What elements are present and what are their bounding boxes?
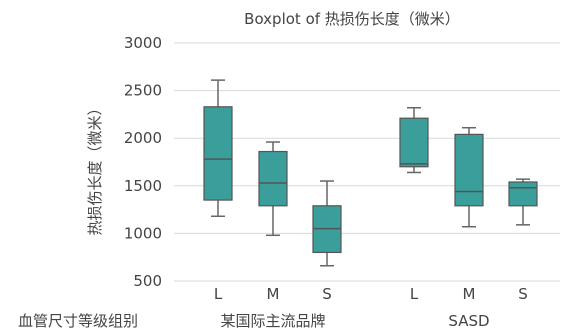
y-tick-label: 3000: [124, 34, 162, 52]
iqr-box: [508, 181, 538, 207]
x-group-label: 某国际主流品牌: [220, 312, 325, 330]
y-tick-label: 2000: [124, 129, 162, 147]
box-某国际主流品牌-M: [258, 141, 288, 237]
x-category-label: S: [518, 285, 528, 303]
box-SASD-L: [399, 106, 429, 174]
gridlines: [174, 42, 560, 282]
iqr-box: [203, 106, 233, 201]
y-tick-label: 2500: [124, 82, 162, 100]
box-SASD-M: [454, 126, 484, 228]
x-group-axis-label: 血管尺寸等级组别: [18, 312, 138, 330]
y-tick-label: 1000: [124, 224, 162, 242]
box-SASD-S: [508, 178, 538, 226]
x-group-label: SASD: [448, 312, 489, 330]
box-某国际主流品牌-L: [203, 79, 233, 218]
x-category-label: M: [463, 285, 476, 303]
chart-title: Boxplot of 热损伤长度（微米）: [244, 10, 460, 28]
x-category-label: L: [214, 285, 223, 303]
box-某国际主流品牌-S: [312, 180, 342, 267]
x-category-label: S: [322, 285, 332, 303]
y-tick-label: 1500: [124, 177, 162, 195]
y-axis-label: 热损伤长度（微米）: [86, 100, 104, 235]
box-series: [203, 79, 538, 267]
y-tick-label: 500: [133, 272, 162, 290]
iqr-box: [258, 150, 288, 207]
x-category-label: M: [267, 285, 280, 303]
x-category-label: L: [410, 285, 419, 303]
x-group-labels: 某国际主流品牌 SASD: [220, 312, 489, 330]
iqr-box: [454, 133, 484, 207]
iqr-box: [399, 117, 429, 168]
y-axis-ticks: 500 1000 1500 2000 2500 3000: [124, 34, 162, 290]
